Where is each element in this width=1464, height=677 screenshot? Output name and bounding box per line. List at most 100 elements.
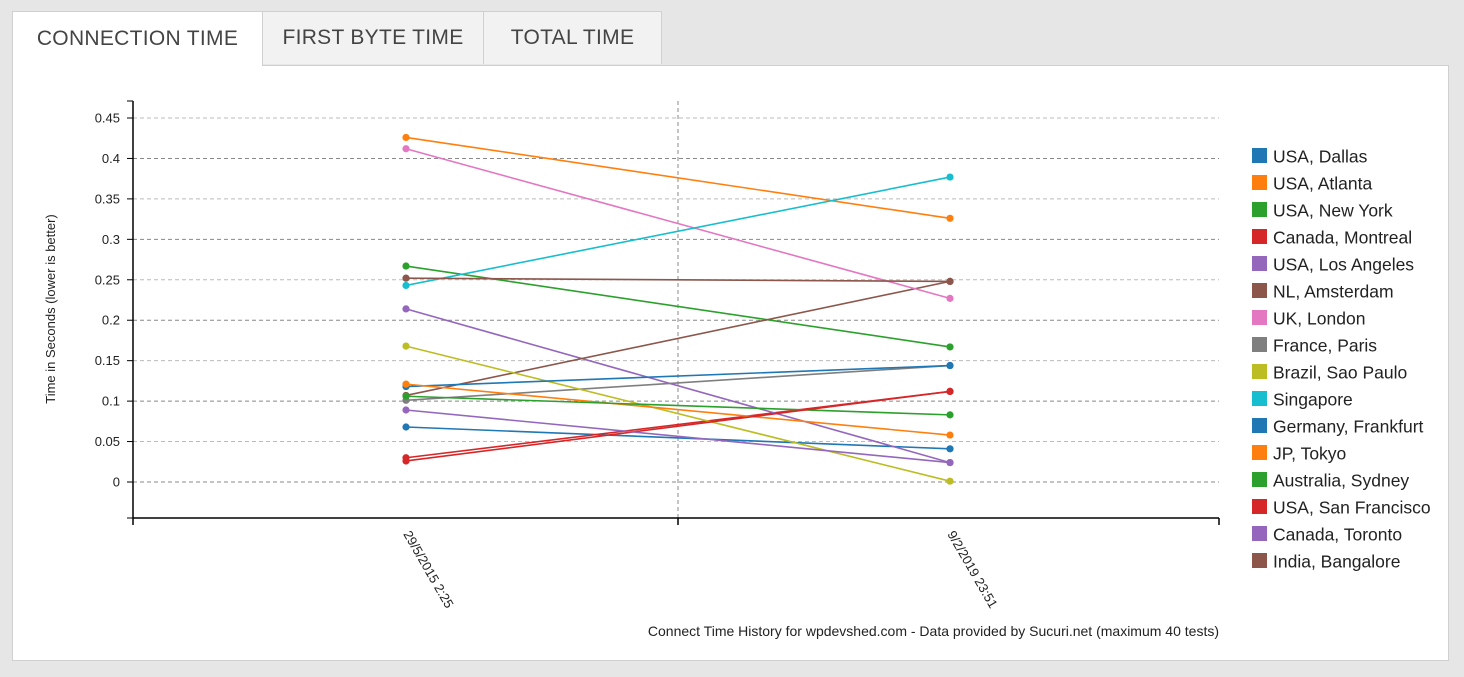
- series-12: [402, 392, 954, 419]
- y-tick-label: 0.35: [95, 191, 120, 206]
- legend-swatch: [1252, 391, 1267, 406]
- legend-label: USA, Los Angeles: [1273, 255, 1414, 275]
- series-lines: [402, 133, 954, 485]
- legend-label: Canada, Montreal: [1273, 228, 1412, 248]
- legend-swatch: [1252, 256, 1267, 271]
- series-line: [405, 390, 951, 462]
- legend-swatch: [1252, 418, 1267, 433]
- series-line: [405, 345, 951, 482]
- data-point: [402, 406, 410, 414]
- legend-label: UK, London: [1273, 309, 1365, 329]
- legend-item[interactable]: USA, San Francisco: [1252, 498, 1431, 518]
- series-line: [405, 364, 951, 402]
- legend-label: JP, Tokyo: [1273, 444, 1346, 464]
- series-line: [405, 308, 951, 464]
- series-6: [402, 145, 954, 302]
- tab-first-byte-time[interactable]: FIRST BYTE TIME: [262, 11, 484, 64]
- legend-label: Singapore: [1273, 390, 1353, 410]
- series-2: [402, 262, 954, 351]
- legend-swatch: [1252, 229, 1267, 244]
- data-point: [402, 145, 410, 153]
- chart-caption: Connect Time History for wpdevshed.com -…: [648, 623, 1219, 639]
- legend-item[interactable]: UK, London: [1252, 309, 1365, 329]
- legend-swatch: [1252, 553, 1267, 568]
- series-13: [402, 387, 954, 465]
- y-tick-label: 0.3: [102, 232, 120, 247]
- legend-item[interactable]: USA, Los Angeles: [1252, 255, 1414, 275]
- data-point: [946, 214, 954, 222]
- data-point: [402, 342, 410, 350]
- legend-item[interactable]: JP, Tokyo: [1252, 444, 1346, 464]
- legend-label: France, Paris: [1273, 336, 1377, 356]
- legend-item[interactable]: India, Bangalore: [1252, 552, 1400, 572]
- data-point: [946, 294, 954, 302]
- legend-swatch: [1252, 310, 1267, 325]
- data-point: [946, 458, 954, 467]
- series-line: [405, 277, 951, 283]
- legend-item[interactable]: NL, Amsterdam: [1252, 282, 1394, 302]
- data-point: [402, 380, 410, 388]
- legend-label: Brazil, Sao Paulo: [1273, 363, 1407, 383]
- y-tick-label: 0.05: [95, 434, 120, 449]
- series-line: [405, 409, 951, 464]
- legend-item[interactable]: France, Paris: [1252, 336, 1377, 356]
- legend: USA, Dallas USA, Atlanta USA, New York Cana…: [1252, 147, 1431, 572]
- legend-item[interactable]: Brazil, Sao Paulo: [1252, 363, 1407, 383]
- legend-swatch: [1252, 445, 1267, 460]
- axes: 0 0.05 0.1 0.15 0.2 0.25 0.3 0.35 0.4 0.45 29/5/20…: [95, 100, 1220, 611]
- data-point: [402, 133, 410, 142]
- tab-bar: CONNECTION TIME FIRST BYTE TIME TOTAL TI…: [12, 11, 662, 66]
- legend-label: USA, New York: [1273, 201, 1393, 221]
- data-point: [402, 281, 410, 290]
- data-point: [402, 423, 410, 431]
- series-line: [405, 147, 951, 300]
- tab-total-time[interactable]: TOTAL TIME: [483, 11, 662, 64]
- legend-item[interactable]: USA, Dallas: [1252, 147, 1368, 167]
- data-point: [946, 411, 954, 419]
- legend-swatch: [1252, 148, 1267, 163]
- series-line: [405, 383, 951, 436]
- data-point: [402, 457, 410, 465]
- legend-swatch: [1252, 202, 1267, 217]
- series-line: [405, 136, 951, 220]
- x-tick-label: 29/5/2015 2:25: [400, 528, 456, 611]
- legend-item[interactable]: USA, Atlanta: [1252, 174, 1372, 194]
- data-point: [946, 387, 954, 396]
- data-point: [946, 343, 954, 351]
- legend-label: USA, San Francisco: [1273, 498, 1431, 518]
- legend-label: Australia, Sydney: [1273, 471, 1409, 491]
- legend-item[interactable]: USA, New York: [1252, 201, 1393, 221]
- series-line: [405, 176, 951, 287]
- series-line: [405, 280, 951, 397]
- data-point: [946, 277, 954, 285]
- x-tick-label: 9/2/2019 23:51: [944, 528, 1000, 611]
- data-point: [402, 262, 410, 270]
- series-0: [402, 423, 954, 453]
- legend-swatch: [1252, 364, 1267, 379]
- legend-swatch: [1252, 175, 1267, 190]
- series-line: [405, 364, 951, 388]
- grid-lines: [133, 101, 1219, 518]
- legend-label: USA, Atlanta: [1273, 174, 1372, 194]
- y-tick-label: 0.1: [102, 394, 120, 409]
- legend-swatch: [1252, 337, 1267, 352]
- y-tick-label: 0.4: [102, 151, 120, 166]
- legend-label: NL, Amsterdam: [1273, 282, 1394, 302]
- legend-item[interactable]: Germany, Frankfurt: [1252, 417, 1424, 437]
- legend-item[interactable]: Canada, Toronto: [1252, 525, 1402, 545]
- legend-item[interactable]: Singapore: [1252, 390, 1353, 410]
- series-14: [402, 406, 954, 467]
- legend-label: Germany, Frankfurt: [1273, 417, 1424, 437]
- y-tick-label: 0.45: [95, 111, 120, 126]
- legend-swatch: [1252, 526, 1267, 541]
- legend-item[interactable]: Australia, Sydney: [1252, 471, 1409, 491]
- legend-item[interactable]: Canada, Montreal: [1252, 228, 1412, 248]
- tab-connection-time[interactable]: CONNECTION TIME: [12, 11, 263, 66]
- data-point: [402, 392, 410, 400]
- legend-swatch: [1252, 472, 1267, 487]
- series-1: [402, 133, 954, 222]
- series-9: [402, 173, 954, 290]
- legend-label: USA, Dallas: [1273, 147, 1368, 167]
- y-tick-label: 0.25: [95, 272, 120, 287]
